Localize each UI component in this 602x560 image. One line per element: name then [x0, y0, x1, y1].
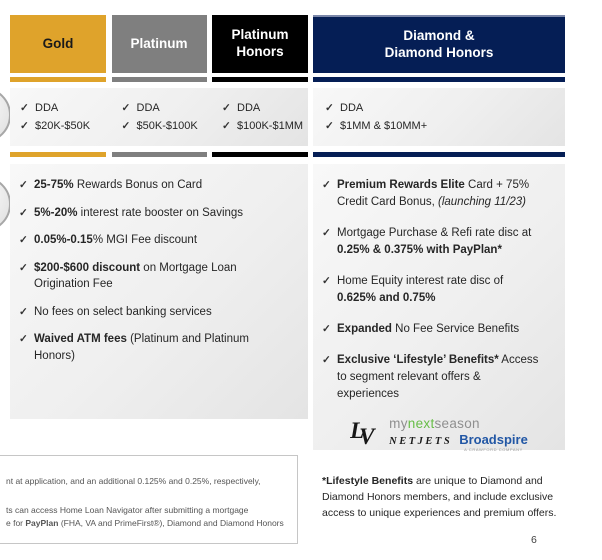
- tier-header-platinum-honors: Platinum Honors: [212, 15, 308, 73]
- check-icon: ✓: [121, 120, 131, 132]
- accent-bar-row: [10, 152, 308, 157]
- check-icon: ✓: [322, 354, 331, 366]
- tier-header-diamond: Diamond & Diamond Honors: [313, 15, 565, 73]
- accent-bar-gold: [10, 77, 106, 82]
- benefit-text: Mortgage Purchase & Refi rate disc at 0.…: [337, 227, 532, 256]
- page-number: 6: [531, 534, 537, 546]
- logo-row: NETJETS Broadspire A CRAWFORD COMPANY: [389, 433, 528, 452]
- check-icon: ✓: [19, 305, 28, 318]
- benefit-text: Waived ATM fees (Platinum and Platinum H…: [34, 333, 249, 362]
- broadspire-logo: Broadspire A CRAWFORD COMPANY: [459, 431, 528, 452]
- benefit-item: ✓ 0.05%-0.15% MGI Fee discount: [19, 232, 300, 249]
- qualification-platinum: ✓ DDA ✓ $50K-$100K: [112, 99, 207, 146]
- qualification-box-left: ✓ DDA ✓ $20K-$50K ✓ DDA ✓ $50K-$100K ✓ DDA ✓ $…: [10, 88, 308, 146]
- accent-bar-platinum-honors: [212, 77, 308, 82]
- qualification-text: $1MM & $10MM+: [340, 120, 428, 132]
- accent-bar-platinum: [111, 152, 207, 157]
- benefit-text: 25-75% Rewards Bonus on Card: [34, 179, 203, 191]
- netjets-logo: NETJETS: [389, 435, 453, 447]
- accent-bar-diamond: [313, 77, 565, 82]
- qualification-text: DDA: [35, 102, 59, 114]
- qualification-text: $50K-$100K: [136, 120, 198, 132]
- check-icon: ✓: [121, 102, 131, 114]
- accent-bar-diamond: [313, 152, 565, 157]
- benefit-item: ✓ Exclusive ‘Lifestyle’ Benefits* Access …: [322, 352, 557, 403]
- qualification-text: DDA: [340, 102, 364, 114]
- benefit-text: No fees on select banking services: [34, 305, 212, 318]
- check-icon: ✓: [322, 275, 331, 287]
- check-icon: ✓: [322, 323, 331, 335]
- footnote-box-left: nt at application, and an additional 0.1…: [0, 455, 298, 544]
- benefit-item: ✓ 25-75% Rewards Bonus on Card: [19, 177, 300, 194]
- benefit-text: Premium Rewards Elite Card + 75% Credit …: [337, 179, 530, 208]
- benefit-text: $200-$600 discount on Mortgage Loan Orig…: [34, 261, 237, 291]
- benefit-text: 5%-20% interest rate booster on Savings: [34, 206, 244, 219]
- footnote-line: nt at application, and an additional 0.1…: [6, 476, 261, 486]
- benefit-item: ✓ Home Equity interest rate disc of 0.625…: [322, 273, 557, 307]
- check-icon: ✓: [20, 102, 29, 114]
- benefits-box-diamond: ✓ Premium Rewards Elite Card + 75% Credit…: [313, 164, 565, 452]
- benefit-text: Expanded No Fee Service Benefits: [337, 323, 520, 335]
- lv-letter-v: V: [359, 424, 375, 450]
- benefit-item: ✓ Waived ATM fees (Platinum and Platinum …: [19, 331, 300, 364]
- qualification-text: $20K-$50K: [35, 120, 91, 132]
- tier-header-gold: Gold: [10, 15, 106, 73]
- check-icon: ✓: [222, 120, 231, 132]
- benefit-item: ✓ Premium Rewards Elite Card + 75% Credit…: [322, 177, 557, 211]
- benefit-text: Home Equity interest rate disc of 0.625%…: [337, 275, 504, 304]
- benefit-text: Exclusive ‘Lifestyle’ Benefits* Access t…: [337, 354, 539, 400]
- qualification-text: DDA: [237, 102, 261, 114]
- benefit-item: ✓ Mortgage Purchase & Refi rate disc at 0…: [322, 225, 557, 259]
- check-icon: ✓: [222, 102, 231, 114]
- benefit-item: ✓ $200-$600 discount on Mortgage Loan Ori…: [19, 260, 300, 293]
- benefit-list-diamond: ✓ Premium Rewards Elite Card + 75% Credit…: [313, 164, 565, 403]
- qualification-text: DDA: [136, 102, 160, 114]
- check-icon: ✓: [325, 120, 334, 132]
- benefit-item: ✓ No fees on select banking services: [19, 304, 300, 321]
- lv-monogram-logo: L V: [350, 417, 380, 451]
- lv-letter-l: L: [350, 418, 365, 444]
- tier-header-platinum: Platinum: [111, 15, 207, 73]
- check-icon: ✓: [322, 227, 331, 239]
- tier-header-row: Gold Platinum Platinum Honors: [10, 15, 308, 73]
- check-icon: ✓: [19, 234, 28, 246]
- accent-bar-gold: [10, 152, 106, 157]
- accent-bar-row: [10, 77, 308, 82]
- accent-bar-platinum: [111, 77, 207, 82]
- check-icon: ✓: [19, 179, 28, 191]
- benefit-list-left: ✓ 25-75% Rewards Bonus on Card ✓ 5%-20% int…: [10, 164, 308, 364]
- footnote-line: e for PayPlan (FHA, VA and PrimeFirst®),…: [6, 518, 284, 528]
- qualification-platinum-honors: ✓ DDA ✓ $100K-$1MM: [212, 99, 308, 146]
- check-icon: ✓: [20, 120, 29, 132]
- qualification-box-diamond: ✓ DDA ✓ $1MM & $10MM+: [313, 88, 565, 146]
- check-icon: ✓: [19, 261, 28, 274]
- benefit-text: 0.05%-0.15% MGI Fee discount: [34, 234, 198, 246]
- logo-column: mynextseason NETJETS Broadspire A CRAWFO…: [389, 417, 528, 452]
- qualification-gold: ✓ DDA ✓ $20K-$50K: [10, 99, 106, 146]
- benefits-box-left: ✓ 25-75% Rewards Bonus on Card ✓ 5%-20% int…: [10, 164, 308, 419]
- check-icon: ✓: [325, 102, 334, 114]
- partner-logos: L V mynextseason NETJETS Broadspire A CR…: [313, 417, 565, 452]
- check-icon: ✓: [19, 333, 28, 345]
- check-icon: ✓: [322, 179, 331, 191]
- accent-bar-platinum-honors: [212, 152, 308, 157]
- check-icon: ✓: [19, 206, 28, 219]
- qualification-text: $100K-$1MM: [237, 120, 304, 132]
- mynextseason-logo: mynextseason: [389, 416, 480, 431]
- footnote-line: ts can access Home Loan Navigator after …: [6, 505, 249, 515]
- benefit-item: ✓ Expanded No Fee Service Benefits: [322, 321, 557, 338]
- footnote-lifestyle-benefits: *Lifestyle Benefits are unique to Diamon…: [322, 475, 557, 519]
- benefit-item: ✓ 5%-20% interest rate booster on Savings: [19, 205, 300, 222]
